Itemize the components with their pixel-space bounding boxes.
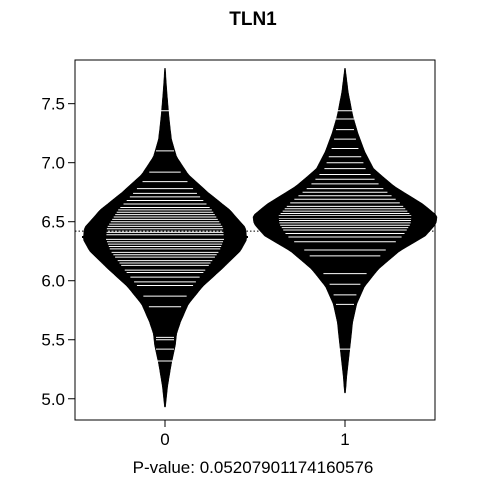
y-tick-label: 7.5: [41, 95, 65, 114]
y-tick-label: 5.0: [41, 390, 65, 409]
x-tick-label: 1: [340, 430, 349, 449]
y-tick-label: 5.5: [41, 331, 65, 350]
y-axis: 5.0 5.5 6.0 6.5 7.0 7.5: [41, 95, 75, 409]
chart-title: TLN1: [229, 9, 277, 30]
y-tick-label: 6.5: [41, 213, 65, 232]
y-tick-label: 7.0: [41, 154, 65, 173]
bean-shape-1: [252, 68, 438, 394]
beans-layer: [82, 68, 438, 408]
x-axis-label-pvalue: P-value: 0.05207901174160576: [133, 458, 374, 477]
bean-group-0: [82, 68, 248, 408]
bean-group-1: [252, 68, 438, 394]
y-tick-label: 6.0: [41, 272, 65, 291]
plot-frame: [74, 59, 436, 421]
x-tick-label: 0: [160, 430, 169, 449]
